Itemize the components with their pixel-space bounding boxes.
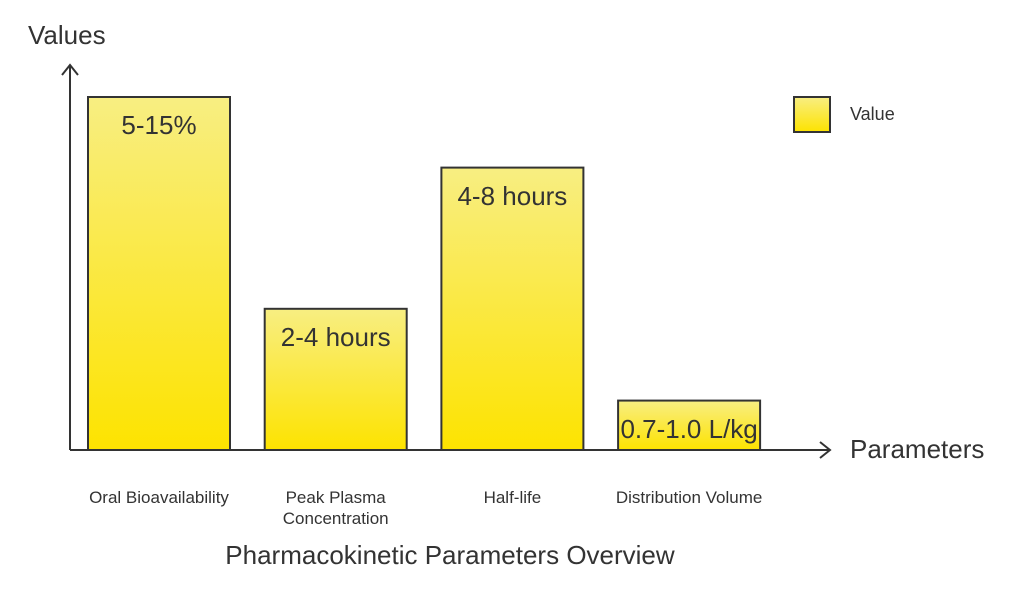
value-label: 2-4 hours xyxy=(280,321,391,352)
chart-title: Pharmacokinetic Parameters Overview xyxy=(225,540,675,570)
y-axis-title: Values xyxy=(28,20,106,50)
y-axis xyxy=(61,63,79,450)
value-label: 4-8 hours xyxy=(457,180,568,211)
value-label: 5-15% xyxy=(121,110,197,140)
x-tick-label: Peak Plasma Concentration xyxy=(282,488,389,529)
x-axis-title: Parameters xyxy=(850,434,984,464)
bar xyxy=(263,307,408,451)
bar xyxy=(440,166,585,451)
x-tick-label: Distribution Volume xyxy=(615,488,763,507)
legend-label: Value xyxy=(850,104,895,124)
bar xyxy=(617,399,762,451)
value-label: 0.7-1.0 L/kg xyxy=(620,413,758,444)
x-tick-label: Oral Bioavailability xyxy=(89,488,229,507)
bar xyxy=(87,96,231,451)
legend-swatch xyxy=(793,96,831,133)
x-tick-label: Half-life xyxy=(483,488,542,507)
